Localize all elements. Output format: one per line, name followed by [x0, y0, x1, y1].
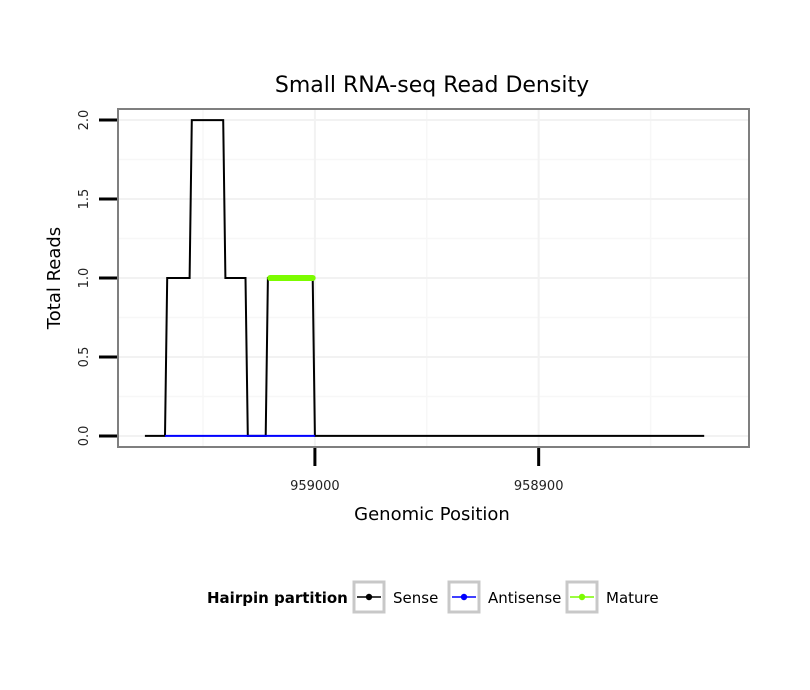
- legend-item-sense: Sense: [352, 580, 438, 614]
- legend-item-mature: Mature: [565, 580, 659, 614]
- y-tick-label: 2.0: [77, 110, 92, 131]
- panel-border-rect: [117, 108, 750, 448]
- y-axis-title: Total Reads: [44, 227, 65, 330]
- legend-title: Hairpin partition: [207, 589, 348, 607]
- x-tick-label: 958900: [514, 479, 564, 494]
- legend-label-mature: Mature: [606, 589, 659, 607]
- series-layer: [144, 119, 705, 437]
- series-line-sense: [144, 119, 705, 437]
- legend-key-dot-mature: [578, 593, 586, 601]
- panel-border: [117, 108, 750, 448]
- legend-key-dot-sense: [365, 593, 373, 601]
- legend-label-sense: Sense: [393, 589, 438, 607]
- y-tick-label: 1.5: [77, 189, 92, 210]
- x-axis: 959000 958900: [290, 448, 563, 494]
- y-axis: 0.0 0.5 1.0 1.5 2.0: [77, 110, 117, 447]
- y-tick-label: 0.5: [77, 347, 92, 368]
- legend-key-dot-antisense: [460, 593, 468, 601]
- y-tick-label: 0.0: [77, 426, 92, 447]
- legend-key-box: [447, 580, 481, 614]
- legend-item-antisense: Antisense: [447, 580, 561, 614]
- y-tick-label: 1.0: [77, 268, 92, 289]
- legend-label-antisense: Antisense: [488, 589, 561, 607]
- legend: Hairpin partition Sense Antisense Mature: [207, 580, 659, 614]
- x-tick-label: 959000: [290, 479, 340, 494]
- x-axis-title: Genomic Position: [354, 504, 510, 525]
- chart-title: Small RNA-seq Read Density: [275, 73, 589, 98]
